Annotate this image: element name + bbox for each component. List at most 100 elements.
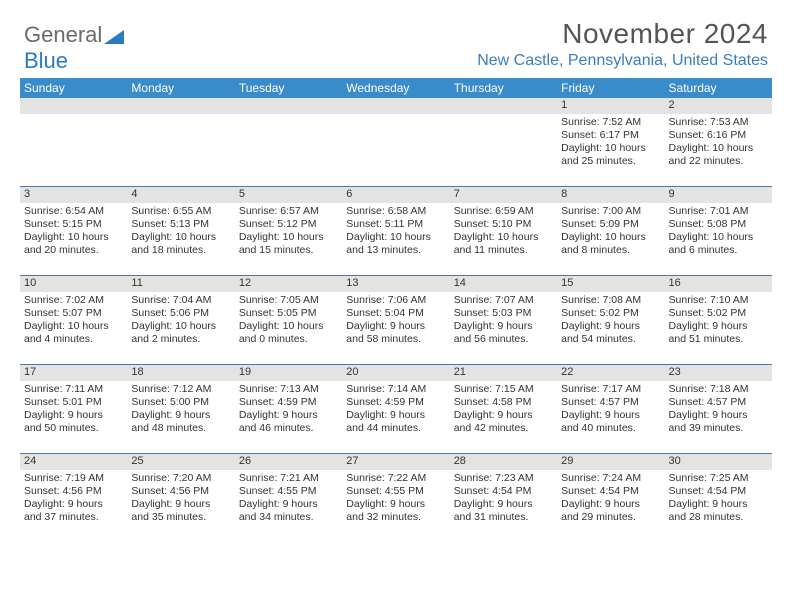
day-content: Sunrise: 7:22 AMSunset: 4:55 PMDaylight:…	[342, 470, 449, 529]
day-number: 29	[557, 454, 664, 470]
day-cell: 15Sunrise: 7:08 AMSunset: 5:02 PMDayligh…	[557, 276, 664, 364]
day-info-line: Daylight: 9 hours	[561, 498, 660, 511]
day-info-line: and 29 minutes.	[561, 511, 660, 524]
day-content: Sunrise: 6:58 AMSunset: 5:11 PMDaylight:…	[342, 203, 449, 262]
day-info-line: Sunrise: 6:54 AM	[24, 205, 123, 218]
calendar: Sunday Monday Tuesday Wednesday Thursday…	[20, 78, 772, 542]
day-content	[342, 114, 449, 120]
day-info-line: and 46 minutes.	[239, 422, 338, 435]
logo-text-1: General	[24, 22, 102, 47]
day-cell: 18Sunrise: 7:12 AMSunset: 5:00 PMDayligh…	[127, 365, 234, 453]
day-info-line: and 31 minutes.	[454, 511, 553, 524]
day-info-line: Sunset: 5:10 PM	[454, 218, 553, 231]
day-info-line: and 20 minutes.	[24, 244, 123, 257]
day-cell: 17Sunrise: 7:11 AMSunset: 5:01 PMDayligh…	[20, 365, 127, 453]
day-content: Sunrise: 7:07 AMSunset: 5:03 PMDaylight:…	[450, 292, 557, 351]
day-info-line: Daylight: 10 hours	[454, 231, 553, 244]
day-info-line: Sunrise: 7:24 AM	[561, 472, 660, 485]
day-info-line: and 22 minutes.	[669, 155, 768, 168]
day-info-line: Sunrise: 7:02 AM	[24, 294, 123, 307]
calendar-week: 17Sunrise: 7:11 AMSunset: 5:01 PMDayligh…	[20, 364, 772, 453]
day-info-line: and 18 minutes.	[131, 244, 230, 257]
day-cell: 16Sunrise: 7:10 AMSunset: 5:02 PMDayligh…	[665, 276, 772, 364]
day-number	[20, 98, 127, 114]
day-info-line: Daylight: 9 hours	[346, 409, 445, 422]
day-info-line: Sunset: 4:58 PM	[454, 396, 553, 409]
day-info-line: Daylight: 10 hours	[239, 320, 338, 333]
day-info-line: Daylight: 10 hours	[669, 231, 768, 244]
day-info-line: and 4 minutes.	[24, 333, 123, 346]
day-number: 15	[557, 276, 664, 292]
day-number: 28	[450, 454, 557, 470]
day-info-line: Sunset: 5:09 PM	[561, 218, 660, 231]
day-content: Sunrise: 7:02 AMSunset: 5:07 PMDaylight:…	[20, 292, 127, 351]
day-info-line: Sunset: 5:13 PM	[131, 218, 230, 231]
day-info-line: Daylight: 9 hours	[669, 320, 768, 333]
day-number	[127, 98, 234, 114]
day-number: 3	[20, 187, 127, 203]
day-info-line: Sunset: 4:55 PM	[346, 485, 445, 498]
day-info-line: and 44 minutes.	[346, 422, 445, 435]
day-info-line: and 32 minutes.	[346, 511, 445, 524]
day-info-line: Sunrise: 7:18 AM	[669, 383, 768, 396]
weekday-header: Saturday	[665, 81, 772, 95]
weekday-header: Tuesday	[235, 81, 342, 95]
day-info-line: Sunset: 4:56 PM	[131, 485, 230, 498]
day-info-line: Sunrise: 7:05 AM	[239, 294, 338, 307]
day-number: 7	[450, 187, 557, 203]
day-cell: 22Sunrise: 7:17 AMSunset: 4:57 PMDayligh…	[557, 365, 664, 453]
day-cell: 29 Sunrise: 7:24 AMSunset: 4:54 PMDayligh…	[557, 454, 664, 542]
day-cell	[235, 98, 342, 186]
day-info-line: and 48 minutes.	[131, 422, 230, 435]
day-info-line: Sunset: 4:54 PM	[454, 485, 553, 498]
day-info-line: Daylight: 9 hours	[669, 409, 768, 422]
day-info-line: Sunset: 6:17 PM	[561, 129, 660, 142]
calendar-week: 3Sunrise: 6:54 AMSunset: 5:15 PMDaylight…	[20, 186, 772, 275]
day-info-line: Sunrise: 7:12 AM	[131, 383, 230, 396]
day-content: Sunrise: 7:53 AMSunset: 6:16 PMDaylight:…	[665, 114, 772, 173]
day-info-line: Sunrise: 7:23 AM	[454, 472, 553, 485]
location-text: New Castle, Pennsylvania, United States	[20, 52, 768, 70]
day-cell: 27Sunrise: 7:22 AMSunset: 4:55 PMDayligh…	[342, 454, 449, 542]
day-info-line: Sunrise: 7:22 AM	[346, 472, 445, 485]
day-info-line: and 0 minutes.	[239, 333, 338, 346]
day-info-line: Daylight: 10 hours	[131, 320, 230, 333]
calendar-week: 10Sunrise: 7:02 AMSunset: 5:07 PMDayligh…	[20, 275, 772, 364]
day-info-line: Sunrise: 7:07 AM	[454, 294, 553, 307]
day-info-line: and 54 minutes.	[561, 333, 660, 346]
day-number: 18	[127, 365, 234, 381]
day-info-line: Sunset: 4:54 PM	[561, 485, 660, 498]
day-info-line: Daylight: 10 hours	[24, 231, 123, 244]
day-cell: 24Sunrise: 7:19 AMSunset: 4:56 PMDayligh…	[20, 454, 127, 542]
day-info-line: Sunrise: 7:11 AM	[24, 383, 123, 396]
day-info-line: Sunset: 4:59 PM	[346, 396, 445, 409]
day-number: 13	[342, 276, 449, 292]
day-info-line: Sunset: 5:00 PM	[131, 396, 230, 409]
day-info-line: Daylight: 10 hours	[561, 231, 660, 244]
day-cell: 3Sunrise: 6:54 AMSunset: 5:15 PMDaylight…	[20, 187, 127, 275]
day-content: Sunrise: 7:01 AMSunset: 5:08 PMDaylight:…	[665, 203, 772, 262]
day-info-line: Sunset: 5:02 PM	[669, 307, 768, 320]
day-number: 17	[20, 365, 127, 381]
day-cell: 7Sunrise: 6:59 AMSunset: 5:10 PMDaylight…	[450, 187, 557, 275]
day-info-line: Sunset: 6:16 PM	[669, 129, 768, 142]
day-cell: 23Sunrise: 7:18 AMSunset: 4:57 PMDayligh…	[665, 365, 772, 453]
day-info-line: Sunrise: 7:15 AM	[454, 383, 553, 396]
day-info-line: Sunrise: 7:20 AM	[131, 472, 230, 485]
day-cell: 2Sunrise: 7:53 AMSunset: 6:16 PMDaylight…	[665, 98, 772, 186]
day-cell: 5Sunrise: 6:57 AMSunset: 5:12 PMDaylight…	[235, 187, 342, 275]
day-info-line: Sunset: 5:06 PM	[131, 307, 230, 320]
day-content: Sunrise: 7:17 AMSunset: 4:57 PMDaylight:…	[557, 381, 664, 440]
day-cell: 25Sunrise: 7:20 AMSunset: 4:56 PMDayligh…	[127, 454, 234, 542]
day-info-line: Sunrise: 7:17 AM	[561, 383, 660, 396]
day-info-line: Daylight: 10 hours	[131, 231, 230, 244]
day-content: Sunrise: 7:05 AMSunset: 5:05 PMDaylight:…	[235, 292, 342, 351]
day-info-line: Daylight: 9 hours	[454, 409, 553, 422]
day-number: 11	[127, 276, 234, 292]
day-info-line: and 11 minutes.	[454, 244, 553, 257]
day-info-line: Sunrise: 7:06 AM	[346, 294, 445, 307]
day-info-line: Daylight: 9 hours	[561, 409, 660, 422]
day-info-line: Sunset: 5:04 PM	[346, 307, 445, 320]
day-info-line: Sunrise: 7:52 AM	[561, 116, 660, 129]
day-cell: 26Sunrise: 7:21 AMSunset: 4:55 PMDayligh…	[235, 454, 342, 542]
